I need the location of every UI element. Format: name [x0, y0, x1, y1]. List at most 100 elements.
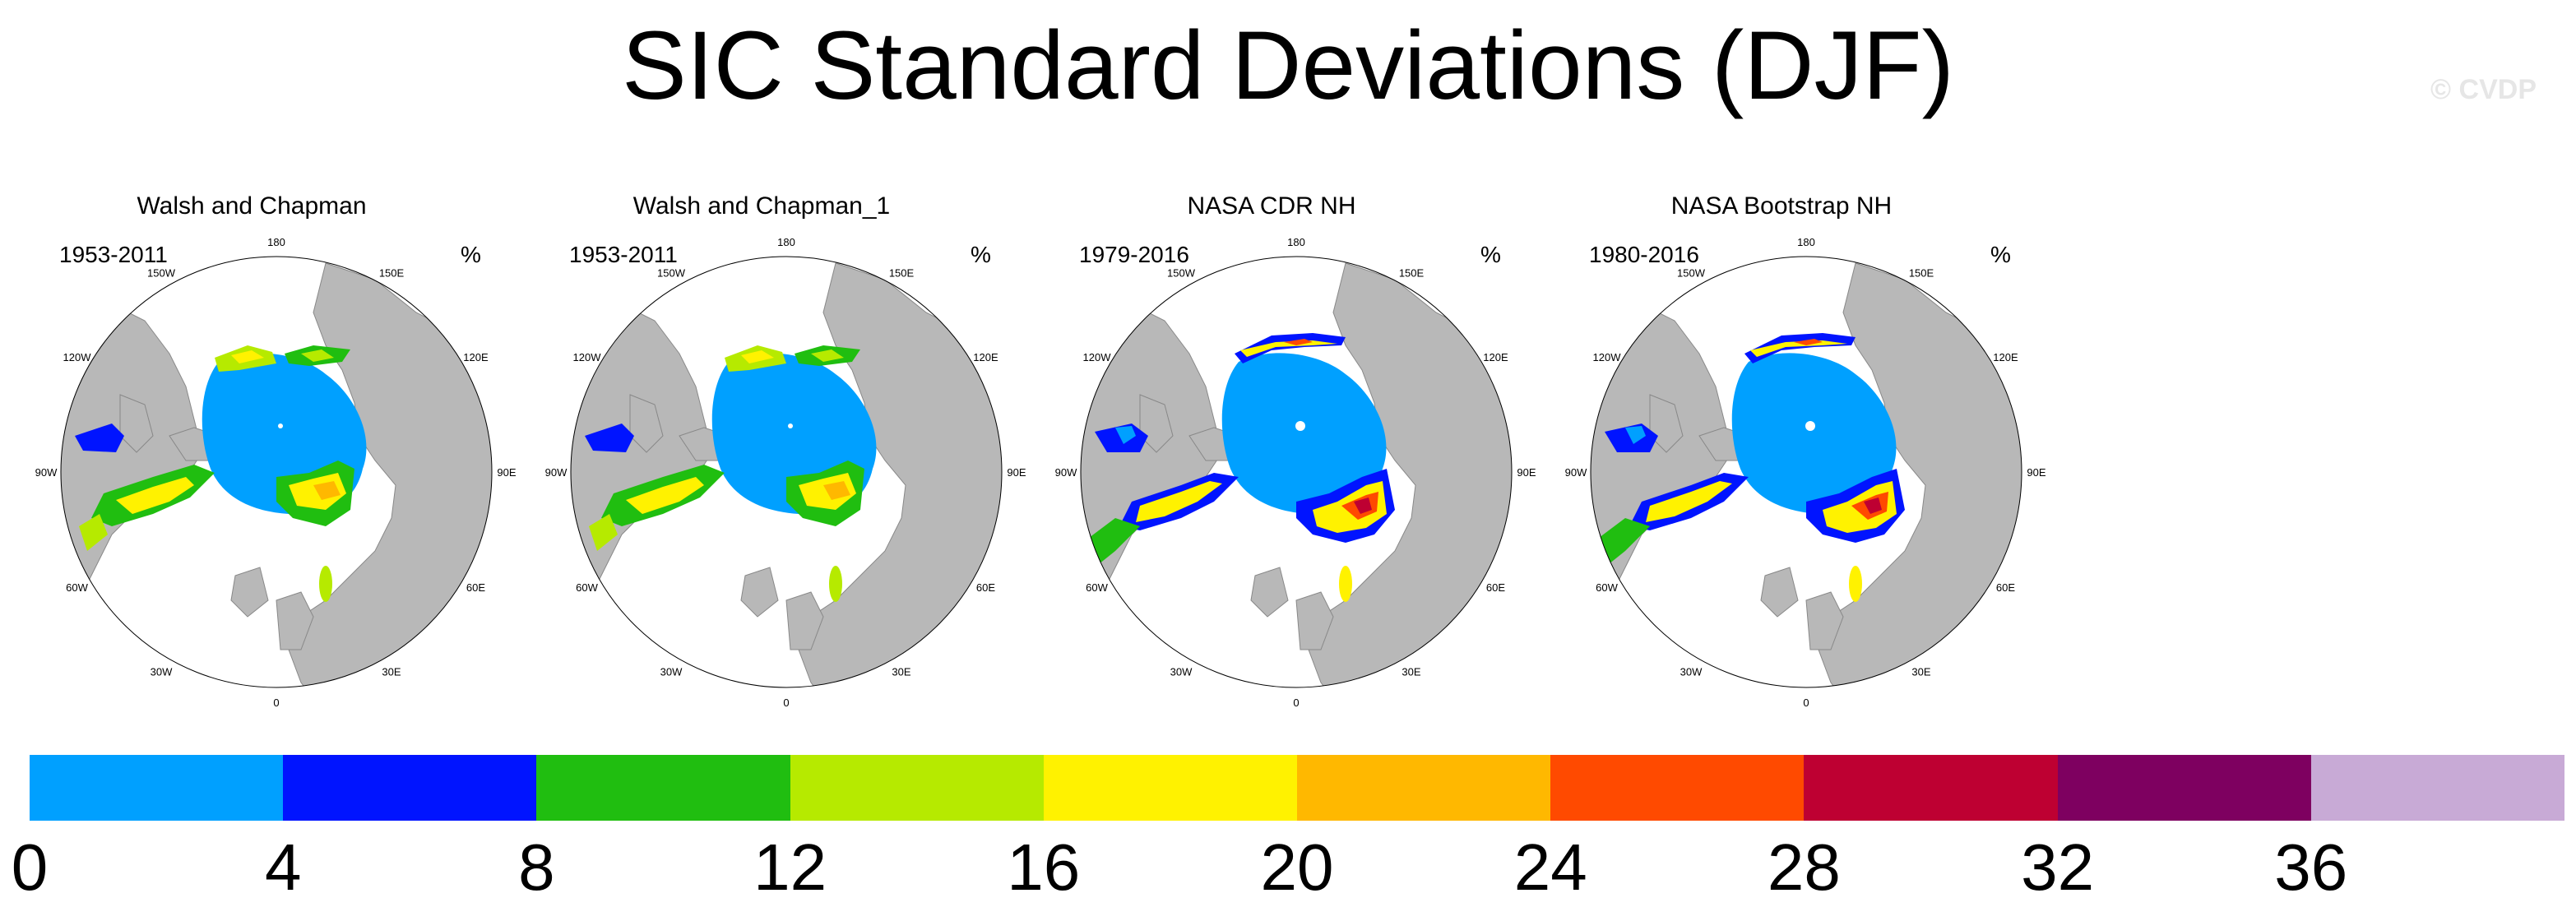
- longitude-label: 180: [267, 236, 285, 248]
- longitude-label: 120W: [63, 351, 92, 363]
- sic-variability-area: [231, 350, 264, 363]
- longitude-label: 60E: [1996, 581, 2015, 594]
- longitude-label: 30E: [1402, 665, 1420, 678]
- land-mass: [1805, 591, 1844, 650]
- sic-variability-area: [1864, 498, 1882, 514]
- longitude-label: 60E: [1486, 581, 1505, 594]
- land-mass: [276, 591, 314, 650]
- longitude-label: 150W: [147, 267, 176, 280]
- longitude-label: 60E: [976, 581, 995, 594]
- colorbar-swatch: [1550, 755, 1805, 821]
- longitude-label: 180: [1287, 236, 1305, 248]
- sic-variability-area: [1235, 333, 1346, 363]
- longitude-label: 0: [1293, 697, 1299, 709]
- longitude-label: 30W: [151, 665, 173, 678]
- longitude-label: 120W: [1083, 351, 1112, 363]
- colorbar-tick-label: 20: [1260, 831, 1334, 904]
- longitude-label: 120W: [573, 351, 602, 363]
- land-mass: [1139, 394, 1174, 453]
- colorbar-swatch: [1297, 755, 1551, 821]
- panel-unit: %: [461, 242, 481, 267]
- longitude-label: 30W: [660, 665, 683, 678]
- colorbar-swatch: [2310, 755, 2565, 821]
- figure-title: SIC Standard Deviations (DJF): [622, 12, 1954, 120]
- land-mass: [1760, 567, 1799, 618]
- longitude-label: 90W: [1565, 466, 1587, 479]
- land-mass: [629, 394, 664, 453]
- sic-variability-area: [1794, 339, 1823, 345]
- map-boundary: [1590, 256, 2022, 688]
- pole-hole: [1805, 421, 1815, 431]
- panel-title: Walsh and Chapman_1: [632, 192, 891, 220]
- sic-variability-area: [313, 481, 341, 500]
- colorbar-tick-label: 0: [11, 831, 49, 904]
- map-boundary: [60, 256, 493, 688]
- sic-variability-area: [1339, 566, 1352, 602]
- longitude-label: 90E: [2027, 466, 2046, 479]
- longitude-label: 120E: [1993, 351, 2018, 363]
- sic-variability-area: [1115, 426, 1136, 444]
- longitude-label: 120E: [1483, 351, 1508, 363]
- sic-variability-area: [1849, 566, 1862, 602]
- sic-variability-area: [319, 566, 332, 602]
- colorbar-tick-label: 8: [518, 831, 555, 904]
- land-mass: [1250, 567, 1289, 618]
- sic-variability-area: [1750, 340, 1847, 357]
- colorbar: [30, 755, 2565, 821]
- land-mass: [119, 394, 154, 453]
- map-panel: 180 150E 120E 90E 60E 30E 0 30W 60W 90W 120W 150W W…: [540, 189, 1033, 715]
- longitude-label: 120E: [463, 351, 489, 363]
- colorbar-tick-label: 12: [753, 831, 827, 904]
- sic-variability-area: [116, 477, 194, 514]
- longitude-label: 60W: [1086, 581, 1108, 594]
- longitude-label: 150E: [1399, 267, 1425, 280]
- panel-period: 1953-2011: [59, 242, 168, 267]
- colorbar-tick-label: 24: [1513, 831, 1587, 904]
- colorbar-swatch: [536, 755, 790, 821]
- sic-variability-area: [1744, 333, 1856, 363]
- longitude-label: 0: [783, 697, 789, 709]
- sic-variability-area: [79, 514, 108, 551]
- polar-map: 180 150E 120E 90E 60E 30E 0 30W 60W 90W 120W 150W: [35, 236, 517, 709]
- panel-unit: %: [1990, 242, 2011, 267]
- land-mass: [785, 591, 824, 650]
- colorbar-swatch: [1804, 755, 2058, 821]
- sic-variability-area: [626, 477, 704, 514]
- arctic-ice-area: [1731, 353, 1897, 515]
- land-mass: [1295, 591, 1334, 650]
- arctic-ice-area: [1221, 353, 1387, 515]
- sic-variability-area: [829, 566, 842, 602]
- map-panel: 180 150E 120E 90E 60E 30E 0 30W 60W 90W 120W 150W N…: [1559, 189, 2053, 715]
- longitude-label: 90W: [35, 466, 58, 479]
- polar-map: 180 150E 120E 90E 60E 30E 0 30W 60W 90W 120W 150W: [1565, 236, 2046, 709]
- land-mass: [1649, 394, 1684, 453]
- longitude-label: 60E: [466, 581, 485, 594]
- longitude-label: 180: [1797, 236, 1815, 248]
- longitude-label: 150E: [1909, 267, 1934, 280]
- pole-hole: [278, 423, 283, 428]
- longitude-label: 30W: [1680, 665, 1703, 678]
- longitude-label: 30E: [1911, 665, 1930, 678]
- longitude-label: 90W: [1055, 466, 1077, 479]
- sic-variability-area: [589, 514, 618, 551]
- colorbar-tick-label: 36: [2274, 831, 2348, 904]
- sic-variability-area: [741, 350, 774, 363]
- longitude-label: 120E: [973, 351, 998, 363]
- panel-unit: %: [1480, 242, 1501, 267]
- land-mass: [230, 567, 269, 618]
- longitude-label: 150W: [657, 267, 686, 280]
- sic-variability-area: [823, 481, 850, 500]
- longitude-label: 30E: [892, 665, 910, 678]
- polar-map: 180 150E 120E 90E 60E 30E 0 30W 60W 90W 120W 150W: [1055, 236, 1536, 709]
- colorbar-tick-label: 4: [264, 831, 302, 904]
- sic-variability-area: [1284, 339, 1313, 345]
- longitude-label: 150W: [1677, 267, 1706, 280]
- sic-variability-area: [1625, 426, 1646, 444]
- colorbar-swatch: [1043, 755, 1298, 821]
- land-mass: [740, 567, 779, 618]
- longitude-label: 90E: [497, 466, 516, 479]
- colorbar-swatch: [283, 755, 537, 821]
- colorbar-ticks: 0 4 8 12 16 20 24 28 32 36: [0, 831, 2576, 905]
- longitude-label: 90W: [545, 466, 568, 479]
- longitude-label: 0: [273, 697, 279, 709]
